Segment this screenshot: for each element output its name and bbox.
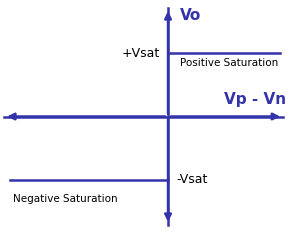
Text: Vo: Vo: [179, 8, 201, 23]
Text: -Vsat: -Vsat: [177, 173, 208, 186]
Text: +Vsat: +Vsat: [121, 47, 159, 60]
Text: Vp - Vn: Vp - Vn: [224, 92, 286, 107]
Text: Negative Saturation: Negative Saturation: [13, 194, 118, 204]
Text: Positive Saturation: Positive Saturation: [179, 58, 278, 68]
